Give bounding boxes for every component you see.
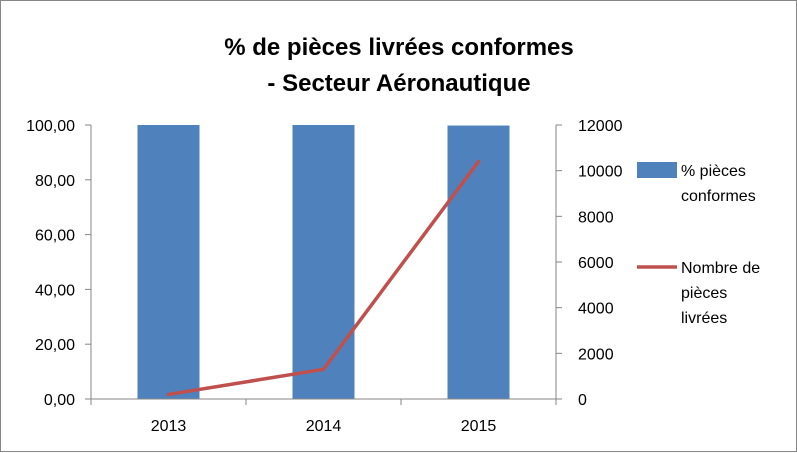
left-tick-label: 60,00 (35, 228, 75, 245)
legend-label: livrées (681, 310, 727, 327)
right-tick-label: 12000 (578, 118, 623, 135)
right-tick-label: 2000 (578, 346, 614, 363)
right-tick-label: 8000 (578, 209, 614, 226)
right-tick-label: 6000 (578, 255, 614, 272)
legend-swatch-bar (637, 162, 677, 178)
legend-label: pièces (681, 285, 727, 302)
chart-title-line-2: - Secteur Aéronautique (267, 70, 530, 97)
x-tick-label-2013: 2013 (151, 418, 187, 435)
x-tick-label-2015: 2015 (461, 418, 497, 435)
left-tick-label: 100,00 (26, 118, 75, 135)
legend-label: % pièces (681, 163, 746, 180)
plot-area: 0,00 20,00 40,00 60,00 80,00 100,00 0 2000 4000 6… (26, 118, 623, 435)
bar-2013 (138, 125, 200, 399)
left-tick-label: 40,00 (35, 282, 75, 299)
legend-label: Nombre de (681, 260, 760, 277)
right-tick-label: 0 (578, 392, 587, 409)
right-tick-label: 10000 (578, 164, 623, 181)
left-tick-label: 0,00 (44, 392, 75, 409)
bar-2015 (448, 126, 510, 399)
bar-2014 (293, 125, 355, 399)
right-tick-label: 4000 (578, 301, 614, 318)
legend-label: conformes (681, 188, 756, 205)
left-tick-label: 80,00 (35, 173, 75, 190)
x-tick-label-2014: 2014 (306, 418, 342, 435)
legend: % pièces conformes Nombre de pièces livrées (637, 162, 760, 327)
chart-title-line-1: % de pièces livrées conformes (224, 34, 574, 61)
left-tick-label: 20,00 (35, 337, 75, 354)
